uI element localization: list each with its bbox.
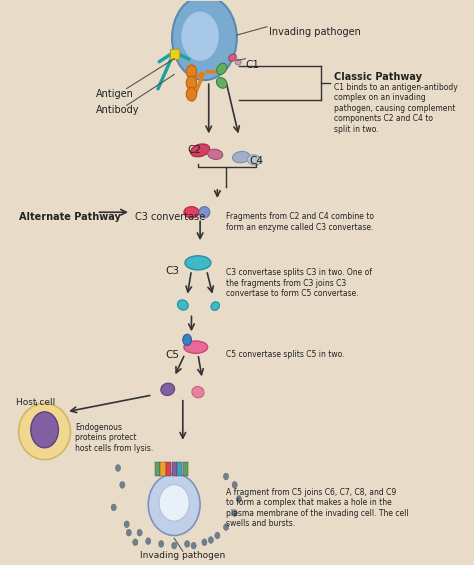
Circle shape: [191, 542, 196, 549]
Ellipse shape: [217, 77, 227, 88]
Text: C1: C1: [246, 60, 259, 71]
Circle shape: [232, 510, 237, 516]
Circle shape: [133, 539, 138, 546]
Text: Alternate Pathway: Alternate Pathway: [18, 212, 120, 222]
Circle shape: [186, 65, 197, 79]
Ellipse shape: [184, 207, 199, 218]
Text: Fragments from C2 and C4 combine to
form an enzyme called C3 convertase.: Fragments from C2 and C4 combine to form…: [226, 212, 374, 232]
Bar: [172, 462, 177, 476]
Text: C4: C4: [250, 156, 264, 166]
Circle shape: [111, 504, 116, 511]
Circle shape: [181, 11, 219, 62]
Circle shape: [183, 334, 191, 345]
Ellipse shape: [211, 302, 219, 310]
Text: C3 convertase splits C3 in two. One of
the fragments from C3 joins C3
convertase: C3 convertase splits C3 in two. One of t…: [226, 268, 372, 298]
Text: Antigen: Antigen: [96, 89, 134, 98]
Text: C3: C3: [165, 266, 180, 276]
Text: C2: C2: [187, 145, 201, 155]
Text: Invading pathogen: Invading pathogen: [269, 27, 361, 37]
Bar: [170, 49, 179, 59]
Circle shape: [186, 76, 197, 90]
Text: C1 binds to an antigen-antibody
complex on an invading
pathogen, causing complem: C1 binds to an antigen-antibody complex …: [334, 83, 458, 133]
Circle shape: [146, 538, 151, 545]
Circle shape: [126, 529, 131, 536]
Text: Invading pathogen: Invading pathogen: [140, 551, 226, 560]
Circle shape: [172, 0, 237, 80]
Ellipse shape: [159, 485, 189, 521]
Circle shape: [186, 88, 197, 101]
Circle shape: [208, 537, 213, 544]
Bar: [183, 462, 188, 476]
Ellipse shape: [199, 207, 210, 218]
Bar: [155, 462, 160, 476]
Circle shape: [159, 541, 164, 547]
Bar: [177, 462, 182, 476]
Text: C5: C5: [165, 350, 180, 360]
Circle shape: [116, 464, 120, 471]
Ellipse shape: [235, 59, 241, 65]
Bar: [166, 462, 171, 476]
Circle shape: [202, 539, 207, 546]
Ellipse shape: [177, 300, 188, 310]
Circle shape: [223, 524, 228, 531]
Ellipse shape: [233, 151, 250, 163]
Text: Host cell: Host cell: [16, 398, 55, 407]
Ellipse shape: [208, 149, 223, 159]
Circle shape: [172, 542, 177, 549]
Text: C3 convertase: C3 convertase: [135, 212, 206, 222]
Ellipse shape: [184, 341, 208, 353]
Text: Classic Pathway: Classic Pathway: [334, 72, 422, 82]
Text: C5 convertase splits C5 in two.: C5 convertase splits C5 in two.: [226, 350, 345, 359]
Circle shape: [215, 532, 220, 539]
Ellipse shape: [229, 54, 236, 61]
Ellipse shape: [191, 144, 210, 157]
Ellipse shape: [161, 383, 174, 396]
Ellipse shape: [185, 256, 211, 270]
Circle shape: [232, 481, 237, 488]
Ellipse shape: [217, 63, 227, 75]
Circle shape: [120, 481, 125, 488]
Circle shape: [223, 473, 228, 480]
Circle shape: [124, 521, 129, 528]
Bar: [160, 462, 165, 476]
Circle shape: [137, 529, 142, 536]
Ellipse shape: [192, 386, 204, 398]
Text: A fragment from C5 joins C6, C7, C8, and C9
to form a complex that makes a hole : A fragment from C5 joins C6, C7, C8, and…: [226, 488, 409, 528]
Circle shape: [184, 541, 190, 547]
Circle shape: [237, 496, 242, 502]
Text: Endogenous
proteins protect
host cells from lysis.: Endogenous proteins protect host cells f…: [75, 423, 153, 453]
Ellipse shape: [148, 473, 200, 536]
Ellipse shape: [247, 155, 261, 165]
Circle shape: [31, 412, 58, 448]
Text: Antibody: Antibody: [96, 106, 140, 115]
Ellipse shape: [18, 403, 71, 459]
